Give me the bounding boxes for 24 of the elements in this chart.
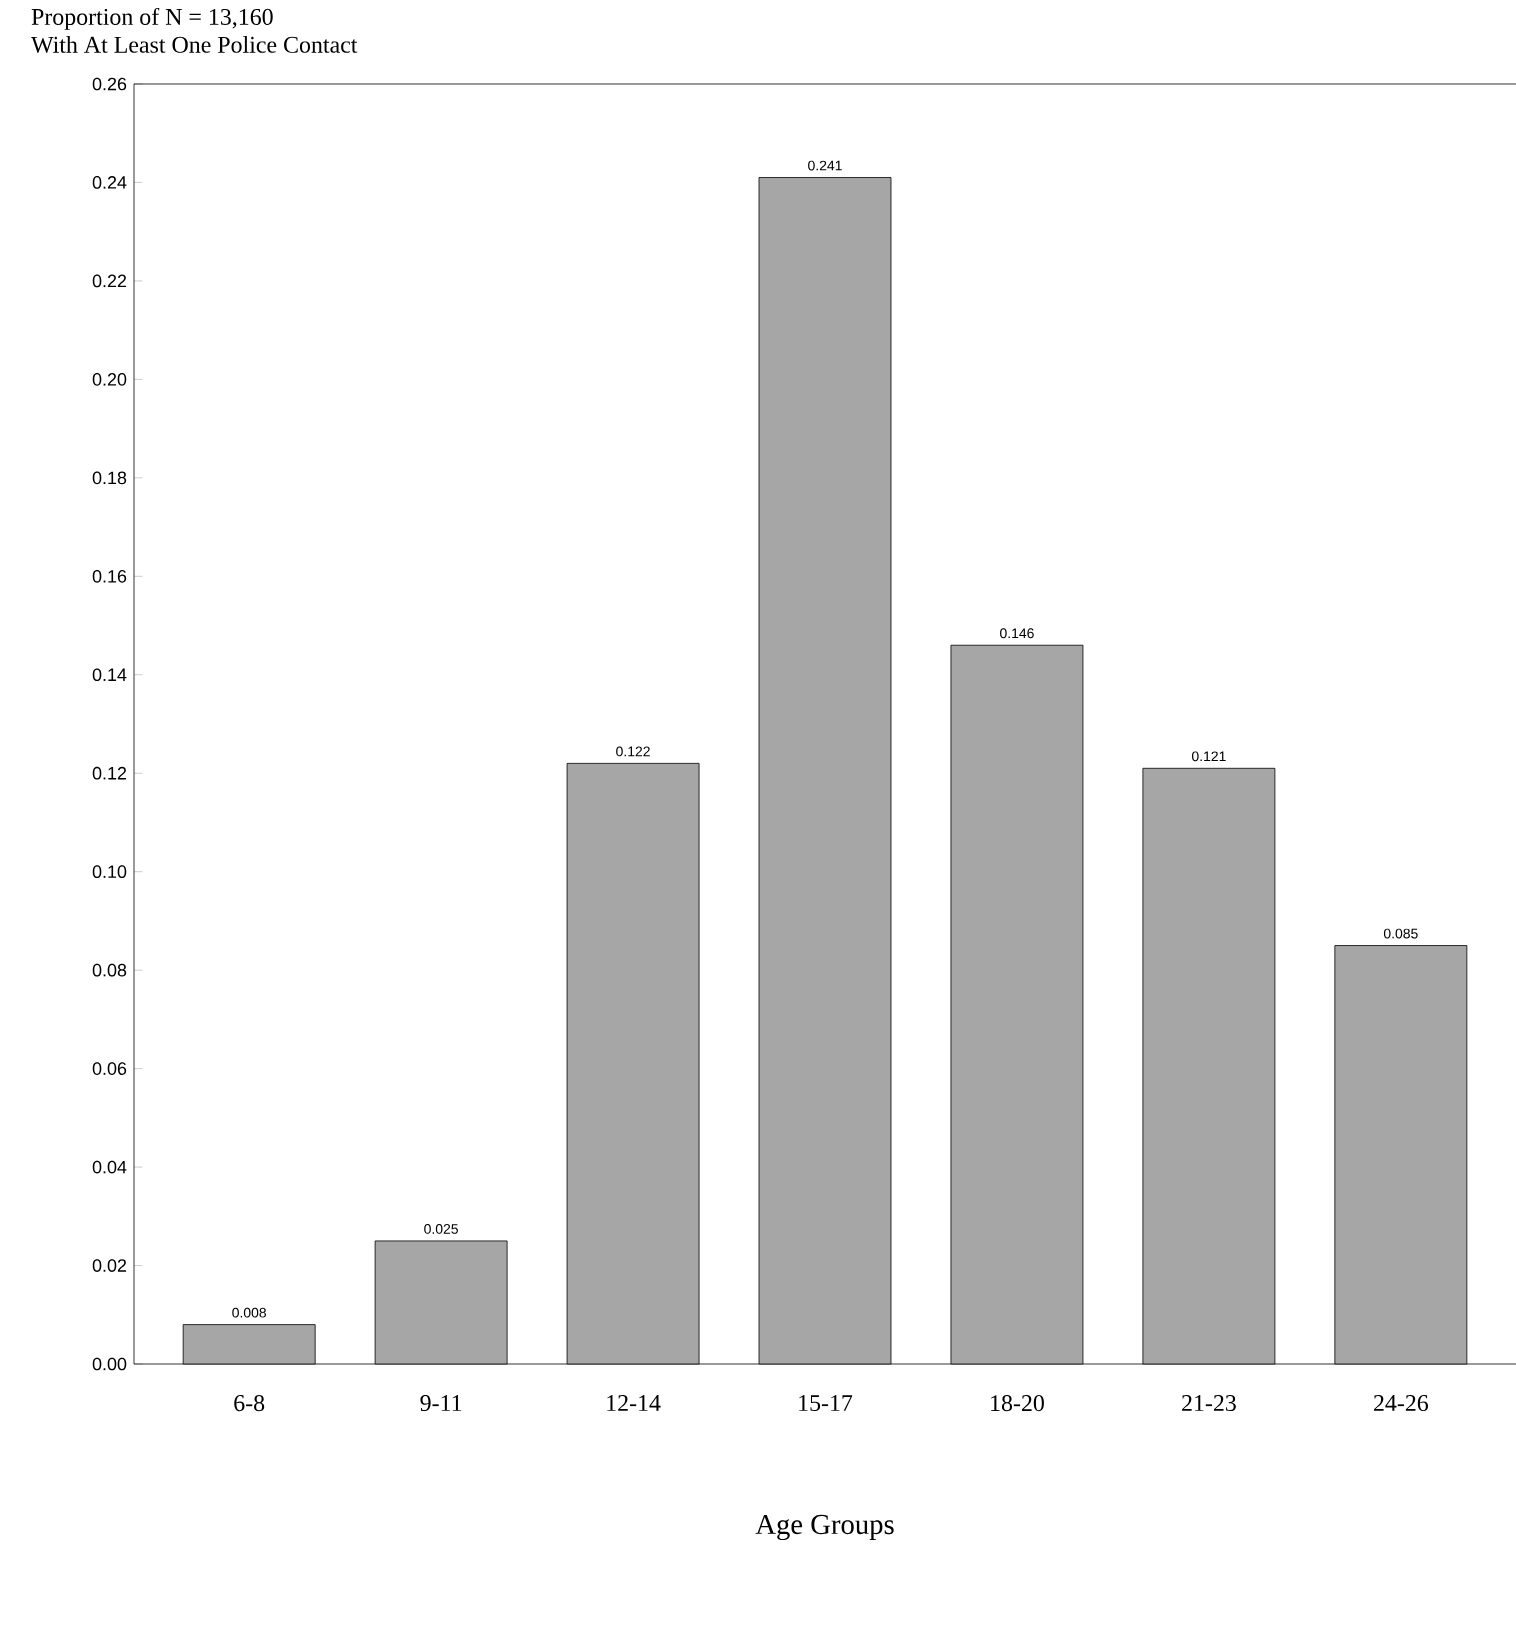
chart-title: Proportion of N = 13,160	[31, 7, 273, 30]
y-tick-label: 0.24	[92, 176, 127, 189]
y-tick-label: 0.06	[92, 1062, 127, 1075]
y-tick-label: 0.20	[92, 373, 127, 386]
x-tick-label: 24-26	[1374, 1395, 1429, 1412]
y-tick-label: 0.08	[92, 963, 127, 977]
y-tick-label: 0.22	[92, 274, 127, 288]
y-tick-label: 0.12	[92, 766, 127, 780]
y-tick-label: 0.16	[92, 569, 127, 583]
x-tick-label: 12-14	[607, 1395, 661, 1411]
y-tick-label: 0.26	[92, 77, 127, 91]
y-tick-label: 0.14	[92, 668, 127, 682]
chart-subtitle: With At Least One Police Contact	[31, 36, 358, 53]
x-tick-label: 21-23	[1182, 1395, 1236, 1412]
y-tick-label: 0.10	[92, 865, 127, 879]
x-tick-label: 6-8	[234, 1395, 265, 1412]
y-tick-label: 0.00	[92, 1357, 127, 1371]
y-tick-label: 0.04	[92, 1160, 127, 1174]
x-axis-title: Age Groups	[755, 1514, 894, 1541]
y-tick-label: 0.02	[92, 1259, 127, 1272]
x-tick-label: 15-17	[799, 1395, 853, 1412]
x-tick-label: 18-20	[991, 1395, 1044, 1412]
x-tick-label: 9-11	[420, 1395, 462, 1412]
y-tick-label: 0.18	[92, 471, 127, 485]
